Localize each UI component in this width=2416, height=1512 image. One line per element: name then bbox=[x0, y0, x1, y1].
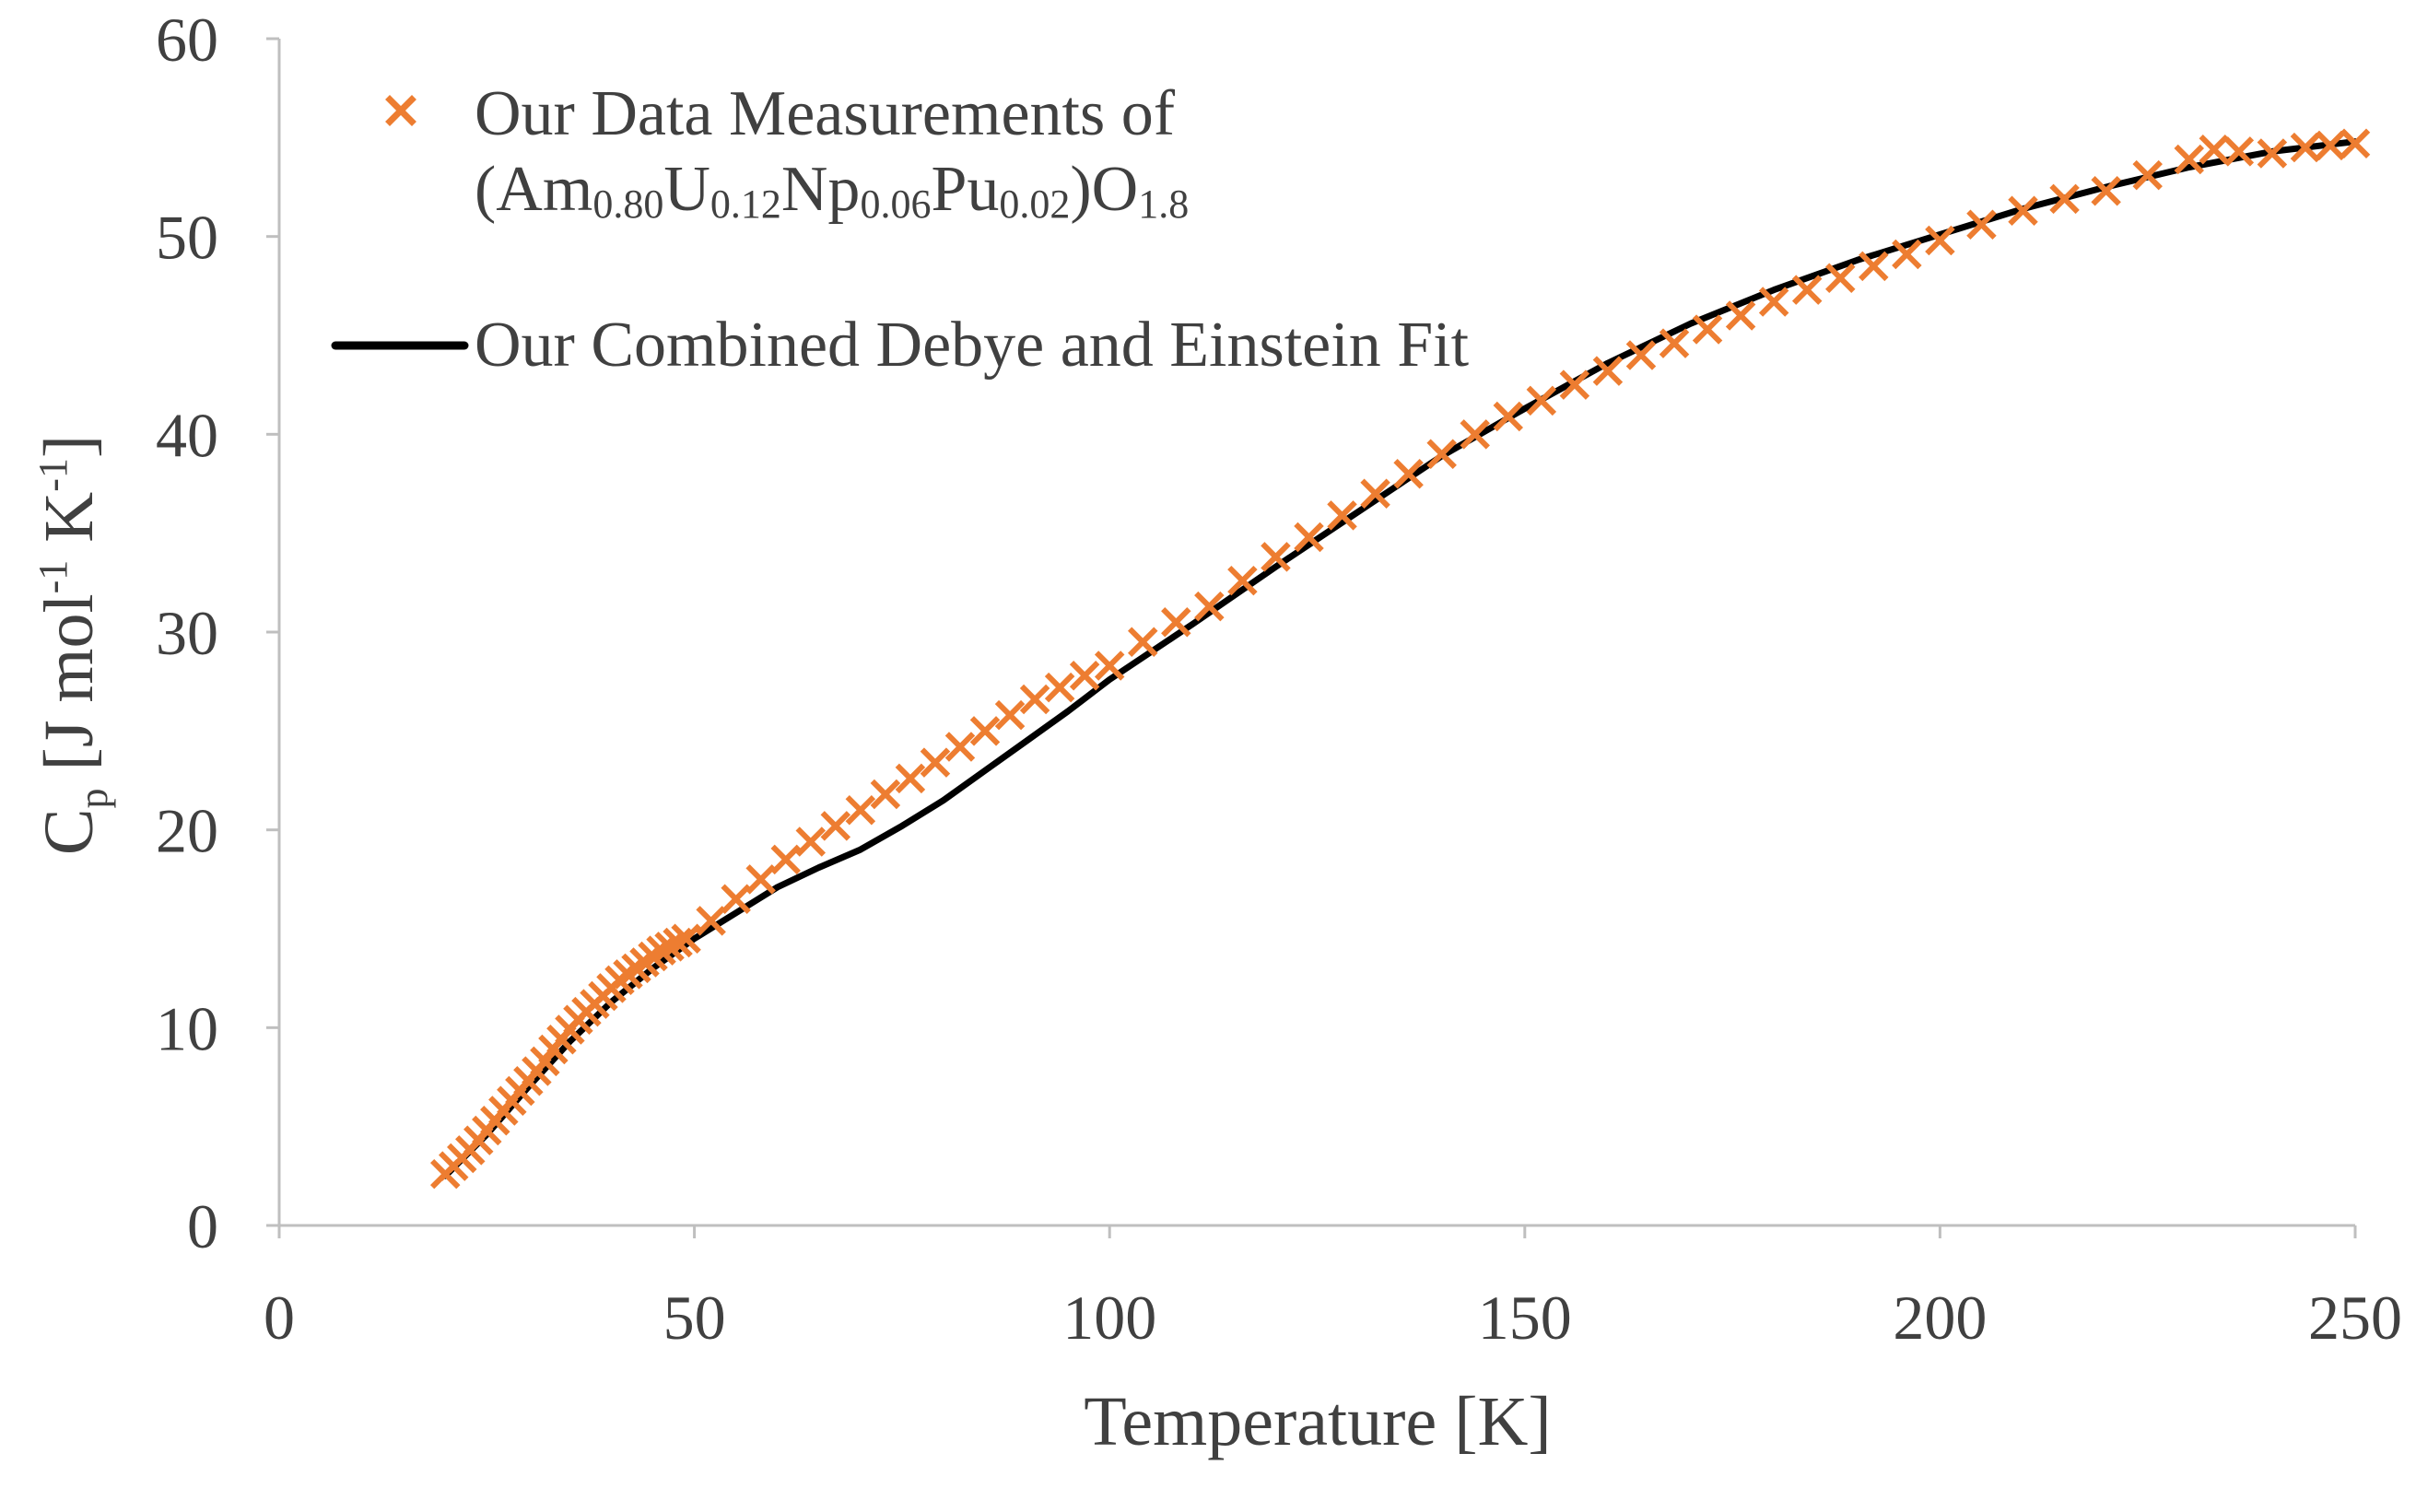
data-point bbox=[2340, 128, 2371, 159]
data-point bbox=[1892, 239, 1922, 270]
y-title-units-mid: K bbox=[30, 492, 108, 560]
data-point bbox=[2223, 136, 2255, 167]
data-point bbox=[1327, 500, 1357, 531]
data-point bbox=[671, 923, 701, 954]
data-point bbox=[1592, 356, 1624, 386]
y-tick-label: 30 bbox=[156, 598, 218, 668]
x-tick-label: 50 bbox=[663, 1283, 726, 1353]
y-title-exp2: -1 bbox=[30, 458, 76, 492]
data-point bbox=[1044, 672, 1075, 703]
legend-label-fit: Our Combined Debye and Einstein Fit bbox=[475, 310, 1470, 381]
data-point bbox=[845, 794, 876, 826]
y-tick-label: 60 bbox=[156, 5, 218, 75]
data-point bbox=[1725, 300, 1756, 331]
data-point bbox=[1261, 542, 1291, 572]
data-point bbox=[820, 811, 851, 841]
data-point bbox=[1659, 328, 1690, 358]
data-point bbox=[1493, 401, 1524, 432]
data-point bbox=[1825, 263, 1856, 293]
data-point bbox=[696, 906, 726, 936]
data-point bbox=[2008, 195, 2038, 227]
data-point bbox=[895, 763, 926, 794]
data-point bbox=[1966, 209, 1997, 240]
x-axis-title: Temperature [K] bbox=[1084, 1383, 1551, 1460]
y-ticks: 0 10 20 30 40 50 60 bbox=[156, 5, 279, 1261]
x-ticks: 0 50 100 150 200 250 bbox=[264, 1225, 2402, 1353]
data-point bbox=[1692, 314, 1723, 345]
data-point bbox=[944, 732, 976, 762]
legend: Our Data Measurements of (Am0.80U0.12Np0… bbox=[331, 78, 1470, 381]
y-axis-title: Cp [J mol-1 K-1] bbox=[30, 435, 116, 855]
y-title-units-close: ] bbox=[30, 435, 108, 458]
data-point bbox=[1294, 522, 1324, 553]
data-point bbox=[2315, 130, 2346, 161]
data-point bbox=[1227, 565, 1258, 596]
data-point bbox=[1791, 275, 1823, 305]
y-title-subscript: p bbox=[71, 788, 116, 808]
data-point bbox=[994, 699, 1026, 731]
x-tick-label: 0 bbox=[264, 1283, 295, 1353]
data-point bbox=[1094, 651, 1125, 681]
data-point bbox=[2290, 132, 2321, 163]
y-title-prefix: C bbox=[30, 808, 108, 855]
y-title-exp1: -1 bbox=[30, 560, 76, 594]
data-point bbox=[795, 826, 827, 857]
legend-label-data: Our Data Measurements of bbox=[475, 78, 1176, 149]
data-point bbox=[1925, 225, 1955, 256]
data-point bbox=[2174, 144, 2205, 175]
x-tick-label: 200 bbox=[1893, 1283, 1987, 1353]
legend-marker-data bbox=[385, 95, 416, 126]
y-tick-label: 0 bbox=[187, 1191, 218, 1261]
data-point bbox=[745, 864, 776, 895]
data-point bbox=[1194, 591, 1225, 622]
data-point bbox=[770, 844, 801, 875]
data-point bbox=[1526, 385, 1557, 416]
data-point bbox=[2199, 134, 2230, 165]
fit-series bbox=[441, 138, 2359, 1179]
x-tick-label: 100 bbox=[1062, 1283, 1156, 1353]
data-point bbox=[1859, 251, 1889, 282]
data-point bbox=[1069, 660, 1100, 691]
data-point bbox=[1758, 287, 1789, 317]
data-point bbox=[1128, 627, 1158, 657]
data-point bbox=[2257, 138, 2288, 169]
data-point bbox=[1161, 607, 1191, 638]
x-tick-label: 150 bbox=[1478, 1283, 1572, 1353]
y-tick-label: 10 bbox=[156, 993, 218, 1063]
fit-line bbox=[441, 138, 2359, 1179]
data-series bbox=[429, 128, 2371, 1190]
data-point bbox=[1625, 340, 1657, 370]
data-point bbox=[1360, 478, 1390, 509]
data-point bbox=[1460, 419, 1490, 450]
data-point bbox=[2049, 183, 2080, 215]
data-point bbox=[1559, 369, 1590, 400]
data-point bbox=[721, 884, 751, 915]
y-tick-label: 50 bbox=[156, 203, 218, 273]
data-point bbox=[920, 747, 951, 778]
data-point bbox=[1426, 439, 1457, 470]
data-point bbox=[2132, 159, 2163, 191]
data-point bbox=[1393, 459, 1424, 489]
y-title-units-open: [J mol bbox=[30, 593, 108, 788]
data-point bbox=[870, 779, 901, 810]
data-point bbox=[2091, 176, 2121, 206]
legend-label-data-formula: (Am0.80U0.12Np0.06Pu0.02)O1.8 bbox=[475, 154, 1189, 227]
data-point bbox=[1019, 684, 1050, 715]
y-tick-label: 20 bbox=[156, 796, 218, 866]
data-point bbox=[969, 716, 1001, 746]
x-tick-label: 250 bbox=[2308, 1283, 2402, 1353]
y-tick-label: 40 bbox=[156, 400, 218, 470]
